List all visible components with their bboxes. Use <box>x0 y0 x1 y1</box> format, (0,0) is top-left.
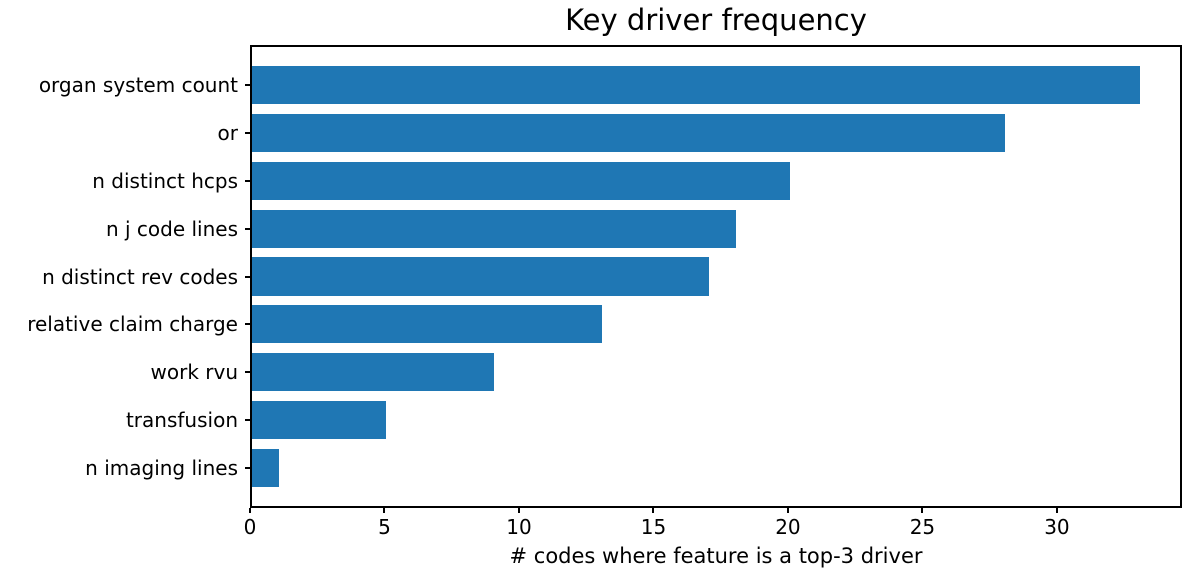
bar <box>252 161 790 200</box>
y-tick-mark <box>245 323 250 326</box>
bar <box>252 353 495 392</box>
x-tick-mark <box>652 508 655 513</box>
y-tick-label: organ system count <box>38 73 238 98</box>
y-tick-mark <box>245 132 250 134</box>
y-tick-mark <box>245 275 250 278</box>
bar <box>252 400 387 440</box>
x-tick-label: 20 <box>775 515 801 539</box>
bar <box>252 66 1140 105</box>
x-tick-mark <box>1055 508 1058 513</box>
x-tick-mark <box>249 508 251 513</box>
bar <box>252 305 602 344</box>
x-tick-mark <box>786 508 789 513</box>
y-tick-label: work rvu <box>150 360 239 385</box>
y-tick-label: n imaging lines <box>85 455 238 480</box>
x-tick-mark <box>383 508 386 513</box>
x-tick-label: 15 <box>640 515 667 539</box>
y-tick-mark <box>245 179 250 182</box>
x-tick-mark <box>517 508 520 513</box>
y-tick-mark <box>245 466 250 469</box>
y-tick-mark <box>245 418 250 421</box>
x-tick-label: 5 <box>378 515 391 539</box>
x-tick-label: 10 <box>506 515 532 539</box>
x-tick-label: 0 <box>243 515 257 539</box>
bar <box>252 113 1006 153</box>
x-tick-mark <box>921 508 924 513</box>
bar <box>252 257 710 296</box>
bar <box>252 209 737 248</box>
y-tick-label: n j code lines <box>105 216 238 241</box>
x-tick-label: 30 <box>1044 515 1070 539</box>
y-tick-mark <box>245 371 250 374</box>
x-axis-label: # codes where feature is a top-3 driver <box>509 544 923 568</box>
x-tick-label: 25 <box>909 515 936 539</box>
bar <box>252 448 279 487</box>
y-tick-label: transfusion <box>125 407 238 432</box>
y-tick-label: relative claim charge <box>27 312 238 337</box>
y-tick-label: n distinct hcps <box>92 168 238 193</box>
y-tick-mark <box>245 227 250 230</box>
y-tick-label: n distinct rev codes <box>42 264 238 289</box>
chart-title: Key driver frequency <box>565 3 867 37</box>
y-tick-label: or <box>217 121 238 145</box>
y-tick-mark <box>245 84 250 87</box>
plot-area <box>250 45 1182 508</box>
